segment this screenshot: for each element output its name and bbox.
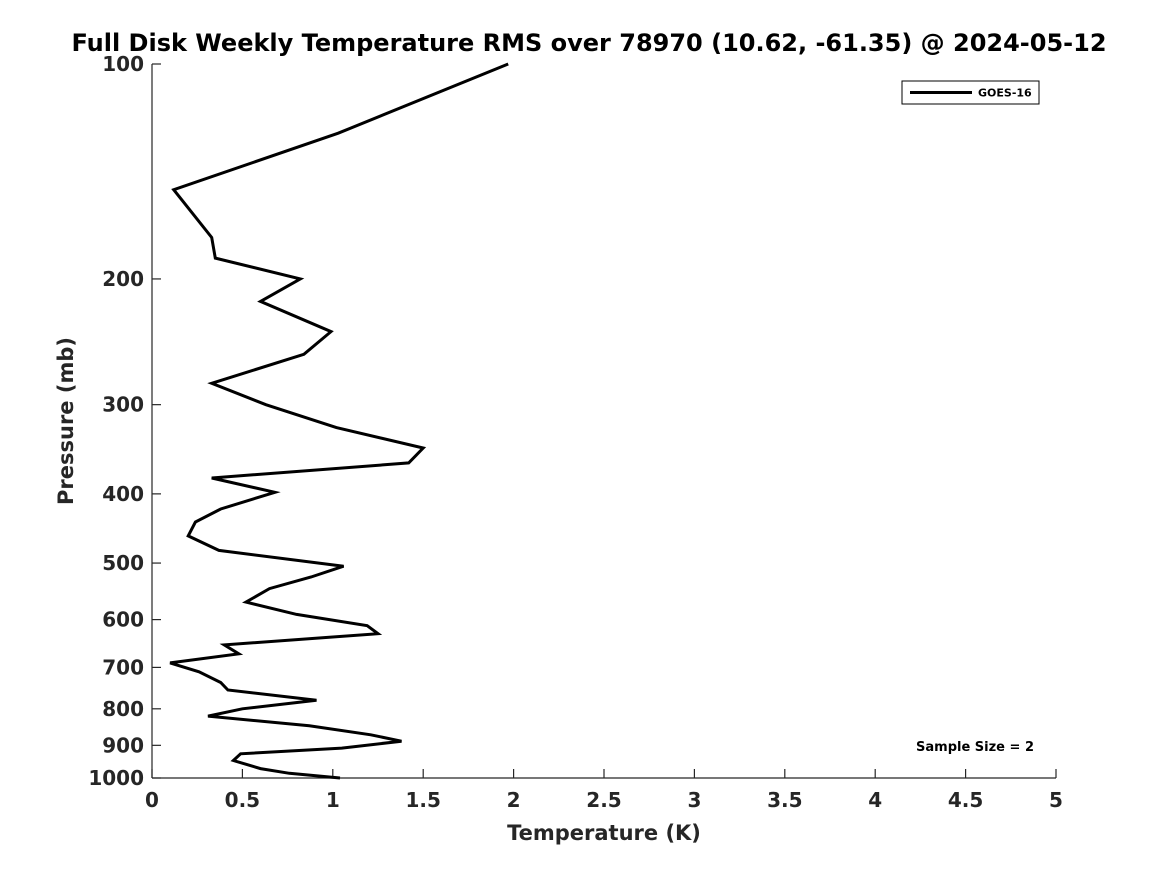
- x-tick-label: 4.5: [948, 788, 983, 812]
- x-axis-ticks: 0 0.5 1 1.5 2 2.5 3 3.5 4 4.5 5: [145, 769, 1063, 812]
- y-axis-ticks: 100 200 300 400 500 600 700 800 900 1000: [88, 52, 161, 790]
- sample-size-annotation: Sample Size = 2: [916, 740, 1034, 755]
- y-tick-label: 400: [102, 482, 144, 506]
- y-tick-label: 900: [102, 733, 144, 757]
- x-tick-label: 4: [868, 788, 882, 812]
- y-tick-label: 300: [102, 393, 144, 417]
- x-tick-label: 2.5: [586, 788, 621, 812]
- x-tick-label: 1.5: [405, 788, 440, 812]
- series-layer: [169, 62, 509, 780]
- y-tick-label: 500: [102, 551, 144, 575]
- x-tick-label: 5: [1049, 788, 1063, 812]
- y-tick-label: 100: [102, 52, 144, 76]
- x-tick-label: 3.5: [767, 788, 802, 812]
- x-tick-label: 0.5: [225, 788, 260, 812]
- chart-title: Full Disk Weekly Temperature RMS over 78…: [71, 29, 1106, 57]
- x-axis-label: Temperature (K): [507, 821, 701, 845]
- y-tick-label: 700: [102, 655, 144, 679]
- series-line-goes-16: [169, 62, 509, 780]
- y-tick-label: 1000: [88, 766, 144, 790]
- x-tick-label: 1: [326, 788, 340, 812]
- y-tick-label: 800: [102, 697, 144, 721]
- y-tick-label: 600: [102, 608, 144, 632]
- legend-label-goes-16: GOES-16: [978, 87, 1032, 100]
- x-tick-label: 0: [145, 788, 159, 812]
- y-axis-label: Pressure (mb): [54, 337, 78, 505]
- x-tick-label: 3: [687, 788, 701, 812]
- legend: GOES-16: [901, 80, 1040, 105]
- y-tick-label: 200: [102, 267, 144, 291]
- x-tick-label: 2: [507, 788, 521, 812]
